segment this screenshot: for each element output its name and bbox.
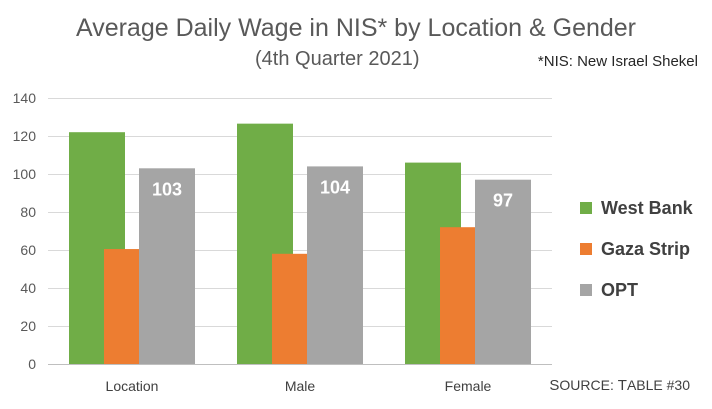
y-tick-label: 120 [13,128,37,144]
legend-item: OPT [580,279,693,301]
data-label: 103 [152,179,182,199]
source-table-rest: ABLE [626,377,663,393]
y-tick-label: 40 [20,280,36,296]
y-tick-label: 0 [28,356,36,372]
legend-item: West Bank [580,197,693,219]
bar-opt-location [139,168,195,364]
chart-source: SOURCE: TABLE #30 [549,377,690,394]
x-category-label: Location [106,378,159,394]
legend-label: OPT [601,279,639,300]
y-tick-label: 20 [20,318,36,334]
legend-item: Gaza Strip [580,238,693,260]
x-category-label: Female [445,378,492,394]
legend-swatch [580,284,592,296]
legend-label: Gaza Strip [601,238,691,259]
y-tick-label: 140 [13,90,37,106]
data-label: 104 [320,177,350,197]
chart-subtitle: (4th Quarter 2021) [255,48,420,70]
bar-opt-female [475,179,531,364]
legend-swatch [580,243,592,255]
chart-title: Average Daily Wage in NIS* by Location &… [75,14,637,42]
legend-swatch [580,202,592,214]
source-separator: : [609,377,618,393]
y-tick-label: 60 [20,242,36,258]
y-tick-label: 100 [13,166,37,182]
source-prefix-rest: OURCE [559,377,610,393]
source-table-initial: T [617,377,627,394]
bar-opt-male [307,166,363,364]
y-tick-label: 80 [20,204,36,220]
data-label: 97 [493,191,513,211]
source-prefix-initial: S [549,377,560,394]
source-table-number: #30 [662,377,690,393]
x-category-label: Male [285,378,316,394]
chart-footnote: *NIS: New Israel Shekel [537,53,698,70]
chart-legend: West Bank Gaza Strip OPT [580,197,693,320]
legend-label: West Bank [601,197,693,218]
